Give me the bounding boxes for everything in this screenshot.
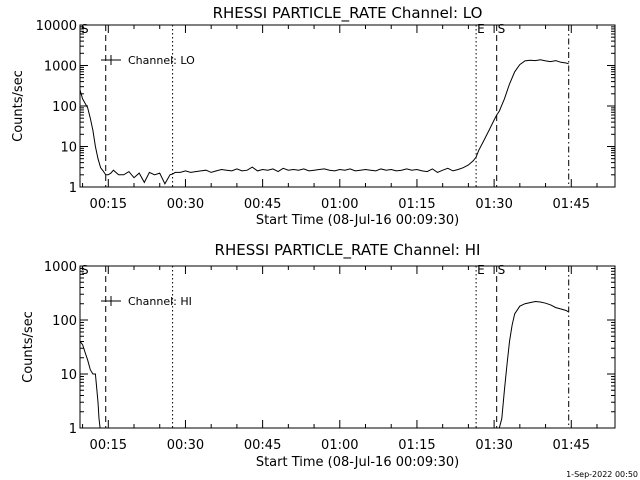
data-series-line xyxy=(79,59,569,185)
y-tick-label: 1000 xyxy=(44,60,77,75)
event-marker-label: S xyxy=(498,22,506,36)
legend-label: Channel: HI xyxy=(128,295,192,308)
x-tick-label: 01:30 xyxy=(475,438,512,453)
y-tick-label: 1 xyxy=(69,422,77,437)
x-tick-label: 01:00 xyxy=(321,197,358,212)
event-marker-label: S xyxy=(81,22,89,36)
x-tick-label: 01:15 xyxy=(398,197,435,212)
plot-frame xyxy=(79,24,616,188)
y-tick-label: 10000 xyxy=(36,19,77,34)
x-axis-label: Start Time (08-Jul-16 00:09:30) xyxy=(256,455,459,470)
x-tick-label: 00:15 xyxy=(90,438,127,453)
chart-panel-1: RHESSI PARTICLE_RATE Channel: LO 1 10 100 10… xyxy=(11,4,616,228)
x-tick-label: 00:15 xyxy=(90,197,127,212)
x-tick-label: 01:00 xyxy=(321,438,358,453)
x-tick-label: 01:45 xyxy=(553,438,590,453)
x-tick-label: 01:45 xyxy=(553,197,590,212)
y-tick-label: 10 xyxy=(60,368,77,383)
legend-label: Channel: LO xyxy=(128,54,195,67)
plot-date-stamp: 1-Sep-2022 00:50 xyxy=(566,470,638,479)
event-marker-label: S xyxy=(498,263,506,277)
x-tick-label: 00:30 xyxy=(167,438,204,453)
data-series-line xyxy=(79,300,569,429)
y-axis-label: Counts/sec xyxy=(11,70,26,142)
event-marker-label: E xyxy=(477,22,485,36)
y-tick-label: 1 xyxy=(69,181,77,196)
x-axis-label: Start Time (08-Jul-16 00:09:30) xyxy=(256,213,459,228)
x-tick-label: 00:45 xyxy=(244,197,281,212)
chart-panel-2: RHESSI PARTICLE_RATE Channel: HI 1 10 100 10… xyxy=(21,241,616,470)
y-tick-label: 10 xyxy=(60,141,77,156)
x-tick-label: 00:45 xyxy=(244,438,281,453)
chart-title: RHESSI PARTICLE_RATE Channel: LO xyxy=(213,4,483,23)
y-tick-label: 1000 xyxy=(44,260,77,275)
x-tick-label: 01:15 xyxy=(398,438,435,453)
y-tick-label: 100 xyxy=(52,314,77,329)
chart-title: RHESSI PARTICLE_RATE Channel: HI xyxy=(215,241,481,260)
event-marker-label: E xyxy=(477,263,485,277)
x-tick-label: 01:30 xyxy=(475,197,512,212)
y-axis-label: Counts/sec xyxy=(21,311,36,383)
y-tick-label: 100 xyxy=(52,100,77,115)
event-marker-label: S xyxy=(81,263,89,277)
x-tick-label: 00:30 xyxy=(167,197,204,212)
plot-frame xyxy=(79,265,616,429)
